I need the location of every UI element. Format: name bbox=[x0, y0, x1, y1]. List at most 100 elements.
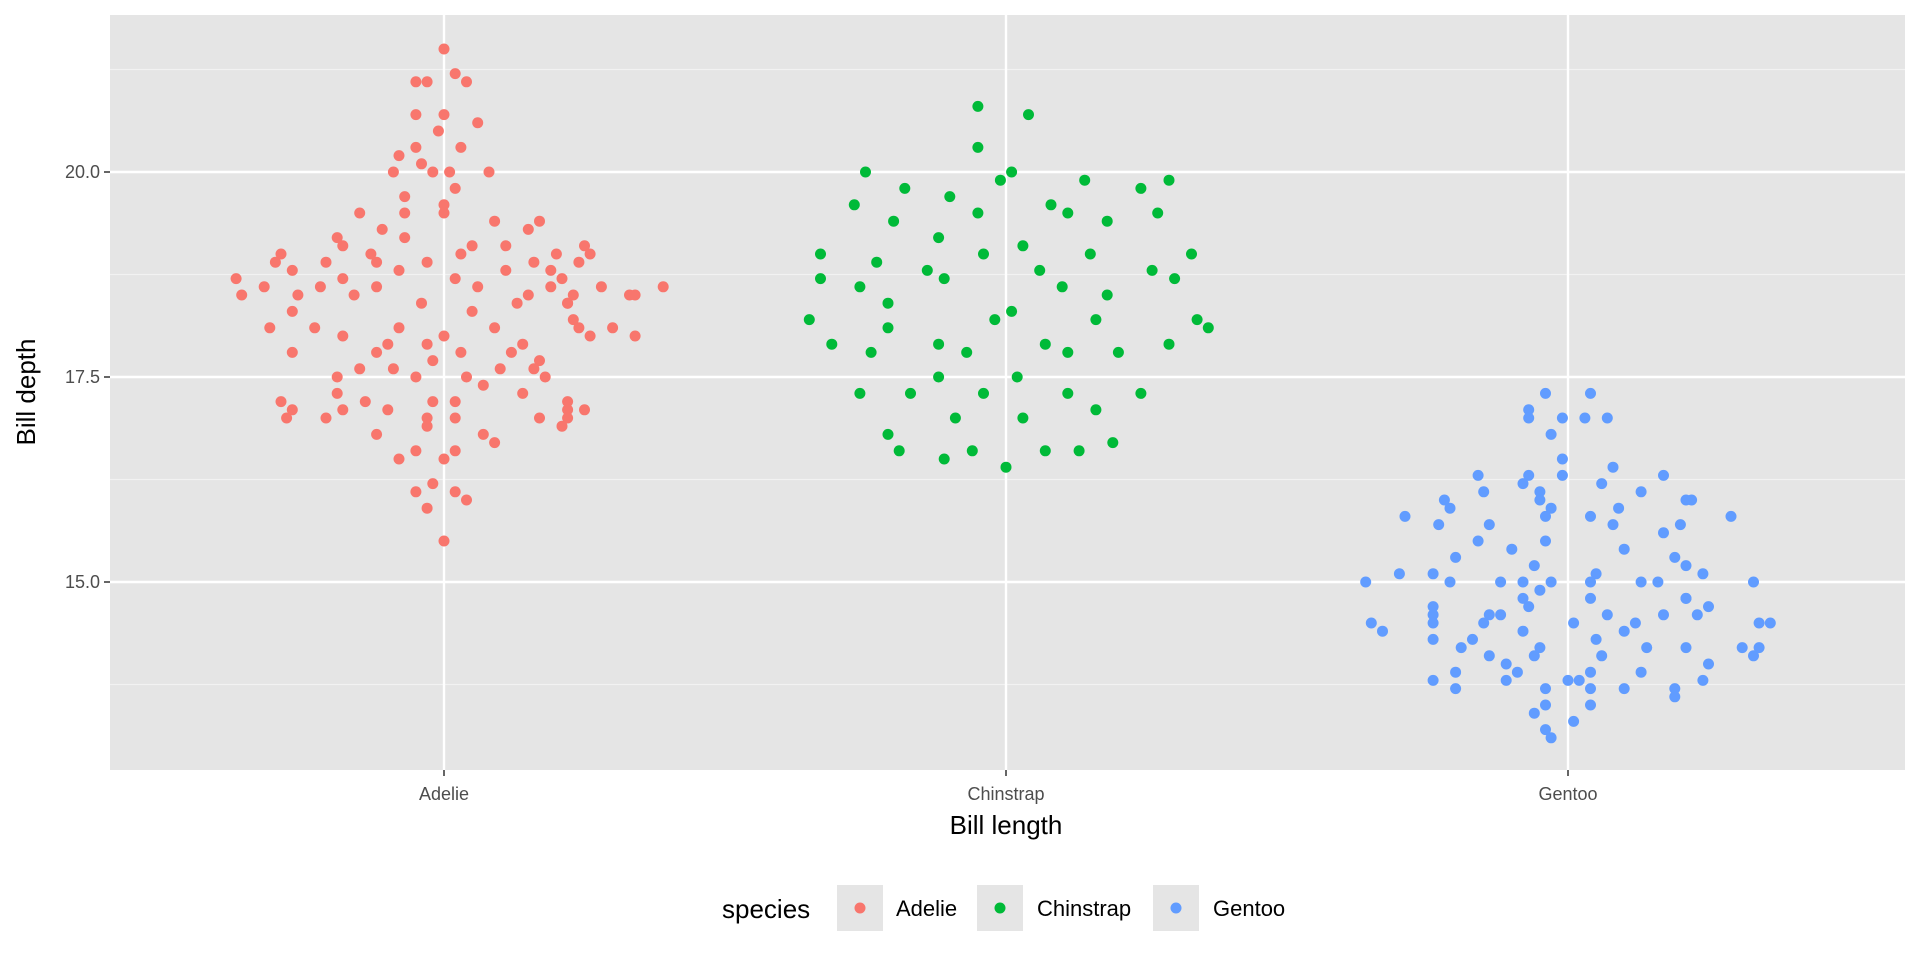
point-adelie bbox=[477, 428, 489, 440]
point-chinstrap bbox=[1202, 322, 1214, 334]
legend-label-adelie: Adelie bbox=[896, 896, 957, 921]
point-chinstrap bbox=[1101, 215, 1113, 227]
point-gentoo bbox=[1438, 494, 1450, 506]
point-adelie bbox=[292, 289, 304, 301]
point-adelie bbox=[500, 264, 512, 276]
point-chinstrap bbox=[1023, 109, 1034, 121]
point-gentoo bbox=[1579, 412, 1591, 424]
point-gentoo bbox=[1523, 412, 1535, 424]
point-chinstrap bbox=[1152, 207, 1164, 219]
point-chinstrap bbox=[815, 248, 826, 260]
point-adelie bbox=[500, 240, 512, 252]
point-gentoo bbox=[1585, 592, 1596, 604]
point-adelie bbox=[534, 412, 545, 424]
point-adelie bbox=[449, 273, 461, 285]
point-adelie bbox=[562, 396, 574, 408]
point-chinstrap bbox=[1186, 248, 1197, 260]
point-chinstrap bbox=[994, 174, 1006, 186]
point-gentoo bbox=[1534, 642, 1546, 654]
point-chinstrap bbox=[921, 264, 933, 276]
point-gentoo bbox=[1618, 543, 1630, 555]
point-gentoo bbox=[1748, 576, 1759, 588]
legend-swatch-adelie bbox=[854, 902, 866, 914]
plot-panel bbox=[110, 15, 1905, 770]
point-gentoo bbox=[1472, 469, 1484, 481]
point-adelie bbox=[236, 289, 248, 301]
point-gentoo bbox=[1658, 527, 1669, 539]
point-gentoo bbox=[1450, 683, 1462, 695]
point-adelie bbox=[427, 355, 439, 367]
point-gentoo bbox=[1540, 683, 1551, 695]
x-axis-ticks: Adelie Chinstrap Gentoo bbox=[419, 770, 1598, 804]
point-adelie bbox=[331, 387, 343, 399]
point-adelie bbox=[449, 486, 461, 498]
point-gentoo bbox=[1427, 609, 1439, 621]
point-adelie bbox=[432, 125, 444, 137]
legend: species Adelie Chinstrap Gentoo bbox=[722, 885, 1285, 931]
point-adelie bbox=[275, 396, 287, 408]
legend-title: species bbox=[722, 894, 810, 924]
point-adelie bbox=[286, 264, 298, 276]
point-adelie bbox=[421, 256, 433, 268]
point-adelie bbox=[573, 322, 585, 334]
point-gentoo bbox=[1523, 601, 1535, 613]
point-adelie bbox=[286, 305, 298, 317]
point-adelie bbox=[286, 404, 298, 416]
point-gentoo bbox=[1618, 625, 1630, 637]
point-gentoo bbox=[1511, 666, 1523, 678]
point-adelie bbox=[371, 281, 383, 293]
point-adelie bbox=[449, 182, 461, 194]
point-gentoo bbox=[1483, 609, 1495, 621]
point-gentoo bbox=[1607, 519, 1619, 531]
point-adelie bbox=[331, 232, 343, 244]
point-chinstrap bbox=[949, 412, 961, 424]
point-gentoo bbox=[1528, 707, 1540, 719]
point-gentoo bbox=[1534, 494, 1546, 506]
point-adelie bbox=[410, 141, 422, 153]
point-gentoo bbox=[1556, 412, 1568, 424]
point-adelie bbox=[365, 248, 377, 260]
point-chinstrap bbox=[1169, 273, 1181, 285]
point-adelie bbox=[579, 240, 590, 252]
point-adelie bbox=[449, 396, 461, 408]
point-gentoo bbox=[1601, 609, 1613, 621]
point-adelie bbox=[489, 322, 501, 334]
point-gentoo bbox=[1753, 617, 1765, 629]
point-adelie bbox=[562, 412, 574, 424]
point-gentoo bbox=[1652, 576, 1664, 588]
point-adelie bbox=[449, 445, 461, 457]
point-chinstrap bbox=[871, 256, 883, 268]
point-adelie bbox=[331, 371, 343, 383]
point-gentoo bbox=[1534, 486, 1546, 498]
point-adelie bbox=[466, 240, 478, 252]
point-gentoo bbox=[1748, 650, 1759, 662]
point-gentoo bbox=[1444, 576, 1456, 588]
point-gentoo bbox=[1360, 576, 1372, 588]
point-gentoo bbox=[1669, 691, 1681, 703]
point-chinstrap bbox=[1107, 437, 1119, 449]
point-gentoo bbox=[1725, 510, 1737, 522]
point-chinstrap bbox=[989, 314, 1001, 326]
point-adelie bbox=[427, 478, 439, 490]
point-adelie bbox=[522, 223, 534, 235]
point-gentoo bbox=[1585, 699, 1596, 711]
point-chinstrap bbox=[978, 248, 989, 260]
point-gentoo bbox=[1478, 617, 1490, 629]
point-gentoo bbox=[1703, 658, 1714, 670]
point-adelie bbox=[584, 330, 596, 342]
y-tick-label: 15.0 bbox=[65, 572, 100, 592]
point-gentoo bbox=[1601, 412, 1613, 424]
point-adelie bbox=[629, 330, 641, 342]
point-adelie bbox=[438, 453, 450, 465]
point-gentoo bbox=[1427, 674, 1439, 686]
legend-label-chinstrap: Chinstrap bbox=[1037, 896, 1131, 921]
point-gentoo bbox=[1686, 494, 1698, 506]
point-gentoo bbox=[1669, 551, 1681, 563]
point-adelie bbox=[472, 117, 484, 129]
point-chinstrap bbox=[1112, 346, 1124, 358]
x-tick-label: Adelie bbox=[419, 784, 469, 804]
point-adelie bbox=[393, 453, 405, 465]
point-gentoo bbox=[1478, 486, 1490, 498]
point-gentoo bbox=[1703, 601, 1714, 613]
point-adelie bbox=[511, 297, 523, 309]
